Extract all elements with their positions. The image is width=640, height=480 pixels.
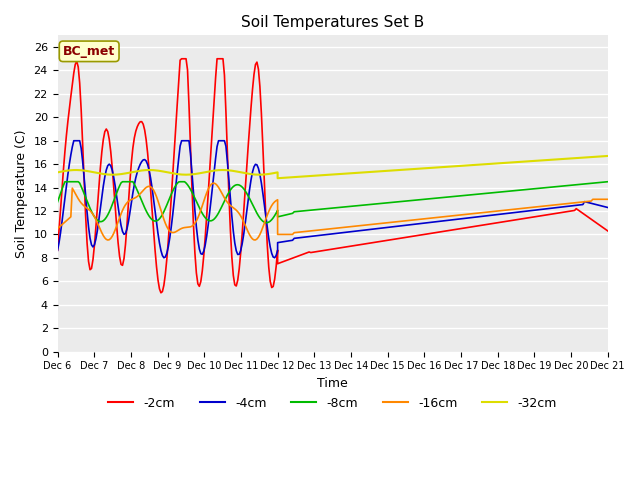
- -2cm: [295, 253, 303, 259]
- -4cm: [193, 224, 200, 230]
- -32cm: [191, 171, 199, 177]
- -2cm: [582, 213, 590, 218]
- Line: -8cm: -8cm: [58, 182, 608, 223]
- -16cm: [193, 218, 200, 224]
- -32cm: [604, 153, 612, 159]
- -16cm: [54, 226, 61, 231]
- -2cm: [599, 225, 607, 230]
- -16cm: [295, 229, 303, 235]
- -8cm: [599, 180, 607, 185]
- -8cm: [262, 220, 269, 226]
- -32cm: [597, 154, 605, 159]
- -16cm: [604, 196, 612, 202]
- -4cm: [295, 235, 303, 240]
- Line: -4cm: -4cm: [58, 141, 608, 258]
- -8cm: [604, 179, 612, 185]
- -8cm: [370, 201, 378, 207]
- Line: -16cm: -16cm: [58, 183, 608, 240]
- Text: BC_met: BC_met: [63, 45, 115, 58]
- -2cm: [604, 228, 612, 234]
- -32cm: [369, 169, 376, 175]
- Title: Soil Temperatures Set B: Soil Temperatures Set B: [241, 15, 424, 30]
- X-axis label: Time: Time: [317, 377, 348, 390]
- -2cm: [157, 290, 164, 296]
- -32cm: [580, 155, 588, 160]
- -8cm: [295, 208, 303, 214]
- Y-axis label: Soil Temperature (C): Soil Temperature (C): [15, 129, 28, 258]
- -32cm: [294, 174, 301, 180]
- -8cm: [54, 199, 61, 205]
- -16cm: [211, 180, 218, 186]
- -16cm: [337, 225, 344, 230]
- -8cm: [337, 204, 344, 210]
- -4cm: [54, 248, 61, 253]
- Line: -32cm: -32cm: [58, 156, 608, 178]
- -2cm: [337, 245, 344, 251]
- -8cm: [193, 199, 200, 204]
- -4cm: [70, 138, 77, 144]
- -4cm: [599, 204, 607, 209]
- -8cm: [582, 181, 590, 187]
- -16cm: [582, 199, 590, 204]
- -2cm: [54, 247, 61, 253]
- -32cm: [335, 171, 343, 177]
- -16cm: [104, 237, 111, 243]
- -16cm: [370, 221, 378, 227]
- -32cm: [274, 175, 282, 181]
- -4cm: [370, 226, 378, 232]
- -8cm: [63, 179, 70, 185]
- Line: -2cm: -2cm: [58, 59, 608, 293]
- -32cm: [54, 169, 61, 175]
- -2cm: [370, 240, 378, 245]
- -4cm: [337, 230, 344, 236]
- -4cm: [271, 255, 278, 261]
- -4cm: [582, 199, 590, 205]
- Legend: -2cm, -4cm, -8cm, -16cm, -32cm: -2cm, -4cm, -8cm, -16cm, -32cm: [104, 392, 562, 415]
- -16cm: [599, 196, 607, 202]
- -4cm: [604, 204, 612, 210]
- -2cm: [178, 56, 186, 61]
- -2cm: [194, 281, 202, 287]
